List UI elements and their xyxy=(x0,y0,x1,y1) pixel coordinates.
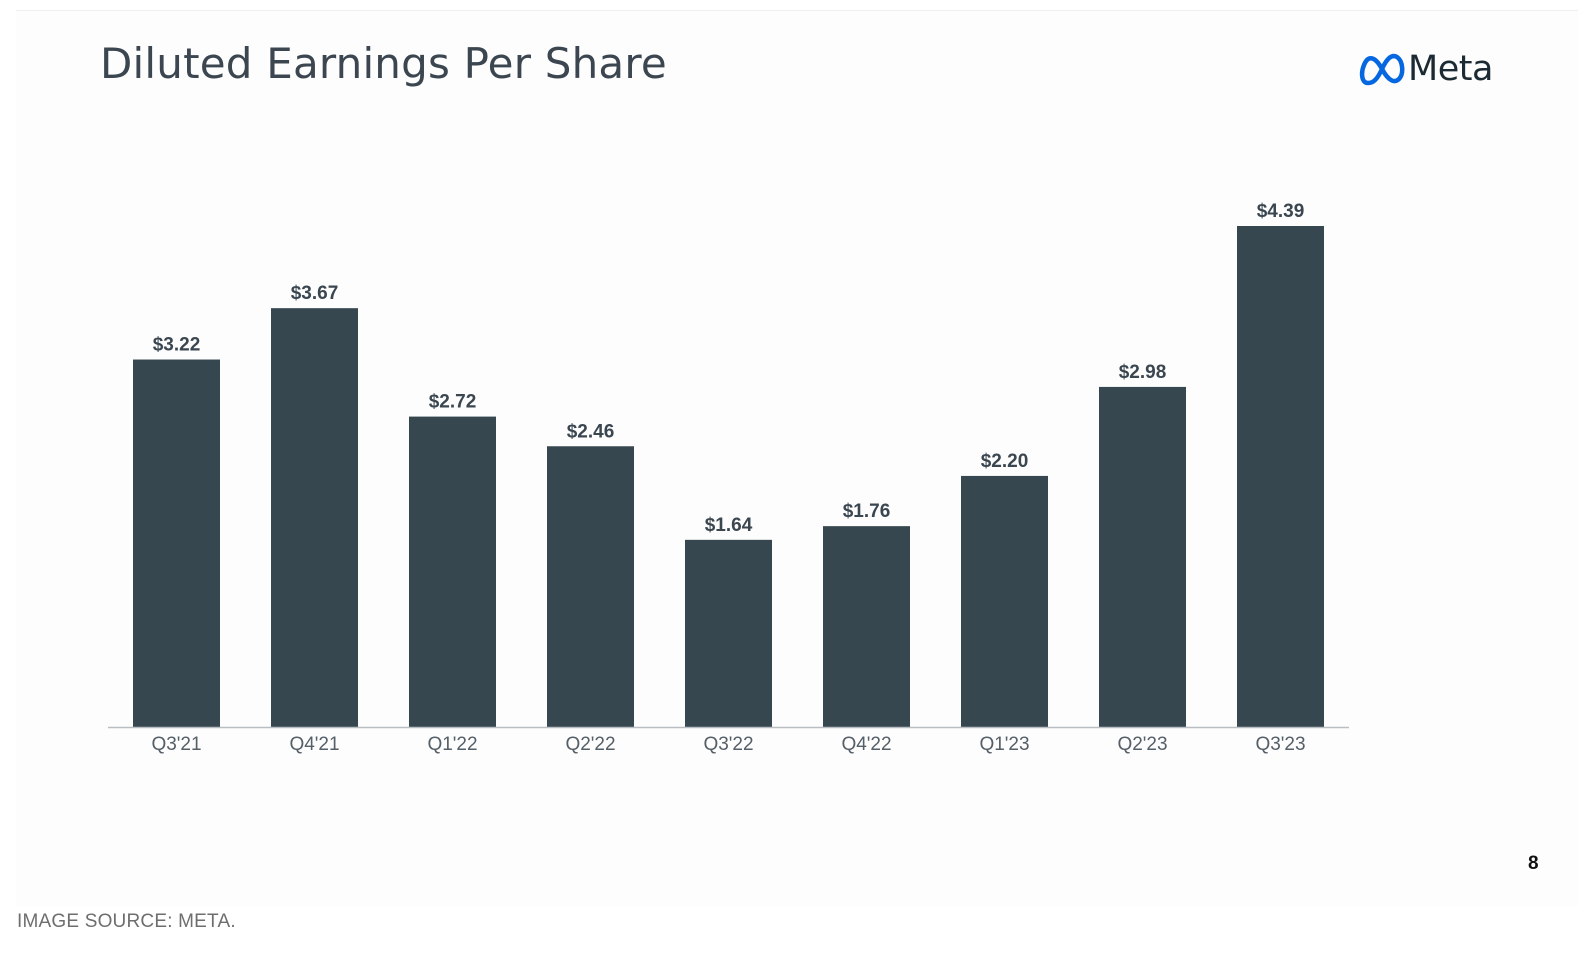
bar-q3-23 xyxy=(1237,226,1324,727)
data-label-q4-21: $3.67 xyxy=(291,283,339,304)
data-label-q3-21: $3.22 xyxy=(153,335,201,356)
x-tick-label-q3-21: Q3'21 xyxy=(151,734,201,755)
data-label-q2-23: $2.98 xyxy=(1119,362,1167,383)
brand-name: Meta xyxy=(1408,49,1493,89)
bar-q2-22 xyxy=(547,446,634,727)
brand-logo: Meta xyxy=(1359,49,1493,89)
x-tick-label-q1-23: Q1'23 xyxy=(979,734,1029,755)
x-tick-label-q4-21: Q4'21 xyxy=(289,734,339,755)
bar-q3-22 xyxy=(685,539,772,727)
x-tick-label-q1-22: Q1'22 xyxy=(427,734,477,755)
page-number: 8 xyxy=(1528,853,1539,874)
data-label-q4-22: $1.76 xyxy=(843,501,891,522)
data-label-q3-22: $1.64 xyxy=(705,515,753,536)
bar-q4-21 xyxy=(271,308,358,727)
data-label-q2-22: $2.46 xyxy=(567,421,615,442)
x-tick-label-q3-23: Q3'23 xyxy=(1255,734,1305,755)
data-label-q3-23: $4.39 xyxy=(1257,201,1305,222)
bar-q1-23 xyxy=(961,475,1048,727)
bar-q4-22 xyxy=(823,526,910,727)
bar-q3-21 xyxy=(133,359,220,727)
x-tick-label-q4-22: Q4'22 xyxy=(841,734,891,755)
meta-infinity-logo-icon xyxy=(1359,53,1405,86)
chart-title: Diluted Earnings Per Share xyxy=(100,39,667,88)
bar-q2-23 xyxy=(1099,386,1186,727)
image-source-caption: IMAGE SOURCE: META. xyxy=(17,911,236,932)
data-label-q1-23: $2.20 xyxy=(981,451,1029,472)
data-label-q1-22: $2.72 xyxy=(429,392,477,413)
x-tick-label-q2-22: Q2'22 xyxy=(565,734,615,755)
bar-q1-22 xyxy=(409,416,496,727)
x-tick-label-q3-22: Q3'22 xyxy=(703,734,753,755)
eps-bar-chart: $3.22 Q3'21 $3.67 Q4'21 $2.72 Q1'22 $2.46 Q2'22… xyxy=(108,201,1349,755)
slide: Diluted Earnings Per Share Meta $3.22 Q3'… xyxy=(16,10,1578,906)
x-tick-label-q2-23: Q2'23 xyxy=(1117,734,1167,755)
